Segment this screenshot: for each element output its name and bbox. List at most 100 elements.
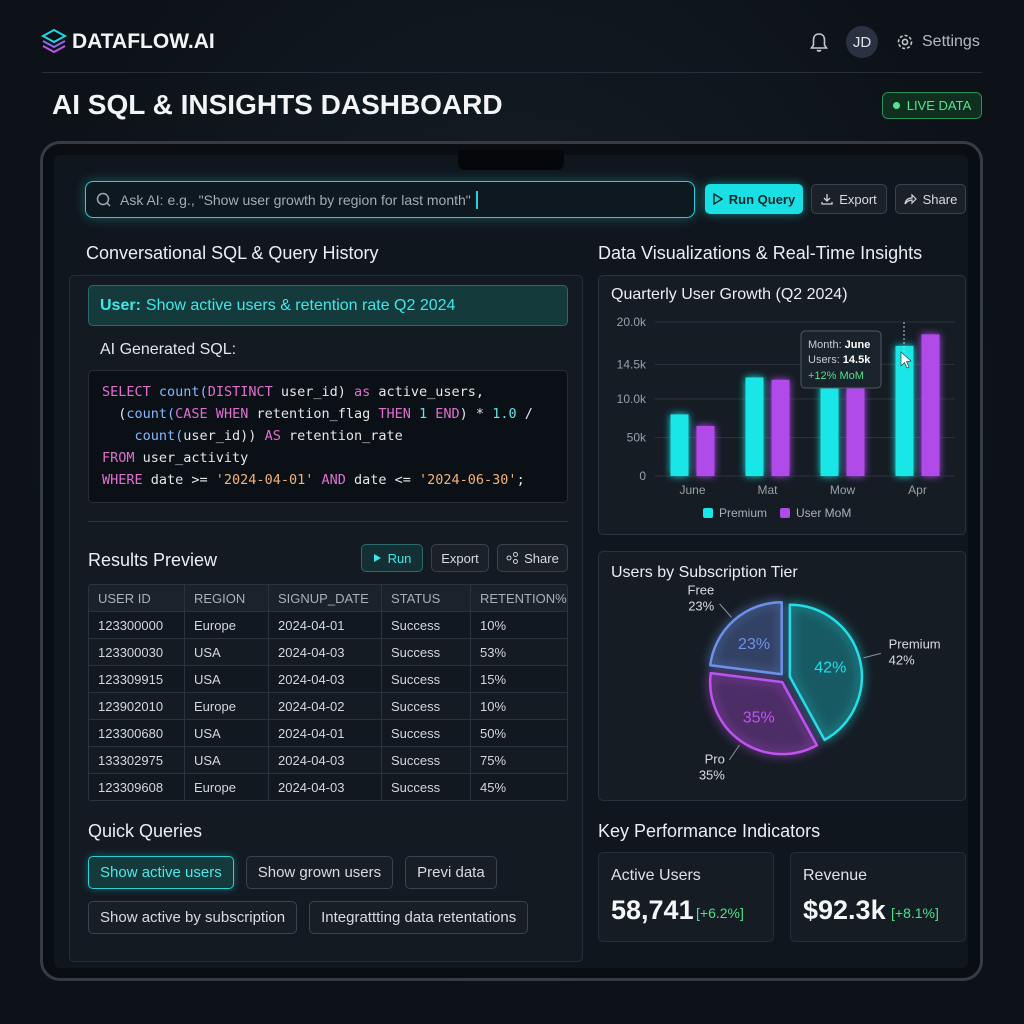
sql-token: DISTINCT	[207, 384, 273, 400]
column-header: USER ID	[89, 585, 185, 612]
sql-token: WHERE	[102, 472, 143, 488]
sql-token: END	[435, 406, 460, 422]
y-tick-label: 10.0k	[617, 392, 647, 406]
gear-icon[interactable]	[895, 32, 915, 52]
table-cell: USA	[185, 666, 269, 693]
settings-link[interactable]: Settings	[922, 33, 980, 50]
slice-percent: 23%	[688, 599, 714, 614]
quick-query-chip[interactable]: Integrattting data retentations	[309, 901, 529, 934]
sql-line: count(user_id)) AS retention_rate	[102, 428, 403, 444]
cursor	[900, 351, 912, 369]
run-button[interactable]: Run	[361, 544, 423, 572]
x-tick-label: June	[679, 483, 705, 497]
slice-value-label: 42%	[814, 659, 846, 676]
sql-heading: AI Generated SQL:	[100, 341, 237, 358]
kpi-heading: Key Performance Indicators	[598, 821, 821, 841]
table-cell: 75%	[471, 747, 567, 774]
table-cell: 2024-04-02	[269, 693, 382, 720]
sql-token: CASE WHEN	[175, 406, 249, 422]
table-cell: 123300000	[89, 612, 185, 639]
button-label: Share	[922, 191, 958, 207]
table-cell: 10%	[471, 693, 567, 720]
sql-line: SELECT count(DISTINCT user_id) as active…	[102, 384, 484, 400]
slice-category: Free	[688, 583, 715, 598]
table-cell: USA	[185, 747, 269, 774]
play-icon	[713, 193, 723, 205]
legend-swatch	[703, 508, 713, 518]
table-cell: Success	[382, 666, 471, 693]
tooltip-line: Month: June	[808, 339, 870, 351]
export-button[interactable]: Export	[811, 184, 887, 214]
badge-text: LIVE DATA	[906, 98, 972, 113]
bar	[820, 383, 839, 476]
viz-heading: Data Visualizations & Real-Time Insights	[598, 243, 923, 263]
sql-token: THEN	[378, 406, 411, 422]
live-badge: LIVE DATA	[882, 92, 982, 119]
table-cell: 45%	[471, 774, 567, 800]
button-label: Share	[524, 550, 559, 566]
table-cell: Success	[382, 612, 471, 639]
sql-line: (count(CASE WHEN retention_flag THEN 1 E…	[102, 406, 533, 422]
table-cell: USA	[185, 720, 269, 747]
table-cell: Success	[382, 693, 471, 720]
quick-queries: Show active users Show grown users Previ d…	[88, 856, 568, 934]
play-icon	[373, 554, 381, 562]
tooltip-value: June	[845, 339, 871, 351]
quick-query-chip[interactable]: Show active users	[88, 856, 234, 889]
bell-icon[interactable]	[809, 31, 829, 53]
quick-query-chip[interactable]: Show active by subscription	[88, 901, 298, 934]
search-box[interactable]: Ask AI: e.g., "Show user growth by regio…	[85, 181, 695, 218]
slice-category: Pro	[705, 751, 725, 766]
share-button[interactable]: Share	[497, 544, 568, 572]
sql-token: user_id)	[272, 384, 354, 400]
share-icon	[904, 193, 917, 205]
slice-value-label: 35%	[743, 710, 775, 727]
table-cell: 15%	[471, 666, 567, 693]
brand: DATAFLOW.AI	[72, 30, 215, 53]
table-cell: 2024-04-03	[269, 639, 382, 666]
quick-query-chip[interactable]: Previ data	[405, 856, 497, 889]
results-heading: Results Preview	[88, 550, 218, 570]
x-tick-label: Mat	[757, 483, 778, 497]
sql-token: active_users,	[370, 384, 485, 400]
sql-token: /	[516, 406, 533, 422]
button-label: Export	[441, 550, 479, 566]
sql-token: as	[354, 384, 371, 400]
notch	[458, 150, 564, 170]
sql-token: retention_rate	[280, 428, 403, 444]
table-cell: 53%	[471, 639, 567, 666]
table-cell: Success	[382, 747, 471, 774]
quick-query-chip[interactable]: Show grown users	[245, 856, 394, 889]
sql-line: WHERE date >= '2024-04-01' AND date <= '…	[102, 472, 525, 488]
export-button[interactable]: Export	[431, 544, 489, 572]
tooltip-line: Users: 14.5k	[808, 354, 871, 366]
tooltip-key: Users:	[808, 354, 840, 366]
kpi-label: Active Users	[611, 867, 701, 884]
bar	[895, 345, 914, 476]
logo	[40, 28, 68, 54]
column-header: SIGNUP_DATE	[269, 585, 382, 612]
sql-token: retention_flag	[248, 406, 379, 422]
avatar[interactable]: JD	[846, 26, 878, 58]
share-button[interactable]: Share	[895, 184, 966, 214]
leader-line	[863, 652, 882, 659]
run-query-button[interactable]: Run Query	[705, 184, 803, 214]
x-tick-label: Mow	[830, 483, 856, 497]
tooltip-value: 14.5k	[843, 354, 871, 366]
legend-label: User MoM	[796, 506, 851, 520]
column-header: REGION	[185, 585, 269, 612]
kpi-value: 58,741	[611, 895, 694, 925]
table-cell: 10%	[471, 612, 567, 639]
table-cell: 123300680	[89, 720, 185, 747]
sql-token: '2024-06-30'	[419, 472, 517, 488]
bar	[921, 334, 940, 476]
button-label: Export	[839, 191, 877, 207]
bar	[846, 387, 865, 476]
sql-token: count(	[126, 406, 176, 422]
table-cell: 2024-04-01	[269, 720, 382, 747]
table-cell: Success	[382, 720, 471, 747]
bar	[771, 379, 790, 476]
tooltip-key: Month:	[808, 339, 842, 351]
sql-token: user_id))	[183, 428, 265, 444]
